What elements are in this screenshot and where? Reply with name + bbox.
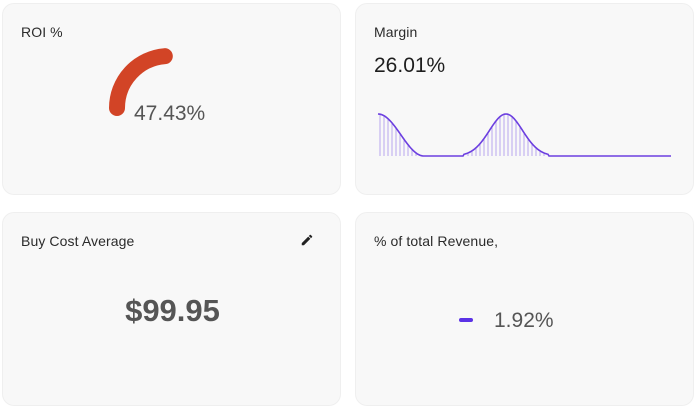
revenue-title: % of total Revenue, <box>374 233 499 249</box>
roi-title: ROI % <box>21 24 63 40</box>
margin-value: 26.01% <box>374 54 446 77</box>
buy-cost-title: Buy Cost Average <box>21 233 135 249</box>
margin-sparkline <box>377 113 671 157</box>
revenue-card: % of total Revenue, 1.92% <box>355 212 694 406</box>
revenue-bar <box>459 318 473 322</box>
margin-card: Margin 26.01% <box>355 3 694 195</box>
buy-cost-value: $99.95 <box>125 293 220 328</box>
roi-card: ROI % 47.43% <box>2 3 341 195</box>
buy-cost-card: Buy Cost Average $99.95 <box>2 212 341 406</box>
roi-value: 47.43% <box>134 102 206 125</box>
roi-gauge <box>109 48 173 116</box>
pencil-icon[interactable] <box>300 233 314 247</box>
roi-gauge-arc <box>109 48 173 116</box>
margin-sparkline-line <box>377 113 671 157</box>
margin-sparkline-fill <box>379 114 545 156</box>
margin-title: Margin <box>374 24 418 40</box>
revenue-value: 1.92% <box>494 309 554 332</box>
